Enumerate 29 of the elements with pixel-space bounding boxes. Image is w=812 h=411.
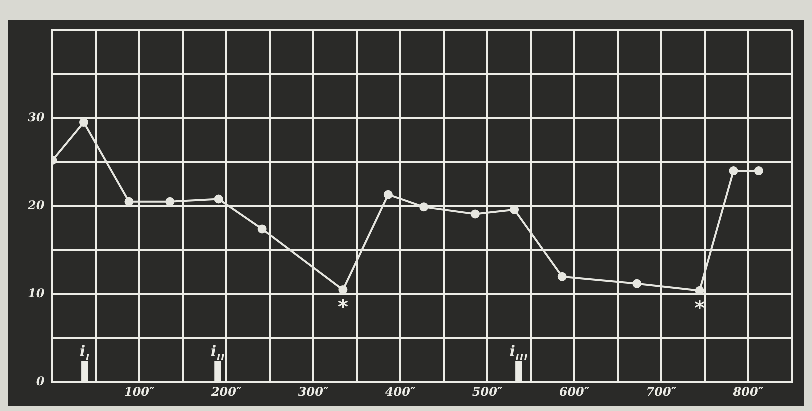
point (338, 286, 348, 295)
point (729, 166, 738, 176)
x-tick-label: 700″ (646, 384, 678, 399)
point (420, 202, 429, 212)
point (166, 197, 175, 206)
point (754, 166, 764, 176)
point (695, 286, 704, 296)
annotation: * (694, 296, 706, 320)
point (632, 279, 642, 288)
y-tick-label: 10 (28, 286, 46, 301)
point (258, 224, 267, 234)
x-tick-label: 300″ (298, 384, 330, 399)
x-tick-label: 200″ (210, 384, 242, 399)
point (470, 210, 480, 219)
x-tick-label: 500″ (472, 384, 504, 399)
point (558, 272, 567, 282)
x-tick-label: 100″ (124, 384, 156, 399)
y-tick-label: 0 (36, 374, 46, 389)
x-tick-label: 400″ (385, 384, 416, 399)
point (124, 197, 134, 206)
annotation: * (338, 295, 349, 320)
point (510, 205, 520, 214)
x-tick-label: 600″ (559, 384, 590, 399)
y-tick-label: 30 (28, 110, 46, 124)
x-tick-label: 800″ (732, 384, 764, 399)
point (384, 190, 393, 200)
point (214, 194, 224, 204)
point (80, 118, 89, 128)
y-tick-label: 20 (26, 198, 46, 212)
